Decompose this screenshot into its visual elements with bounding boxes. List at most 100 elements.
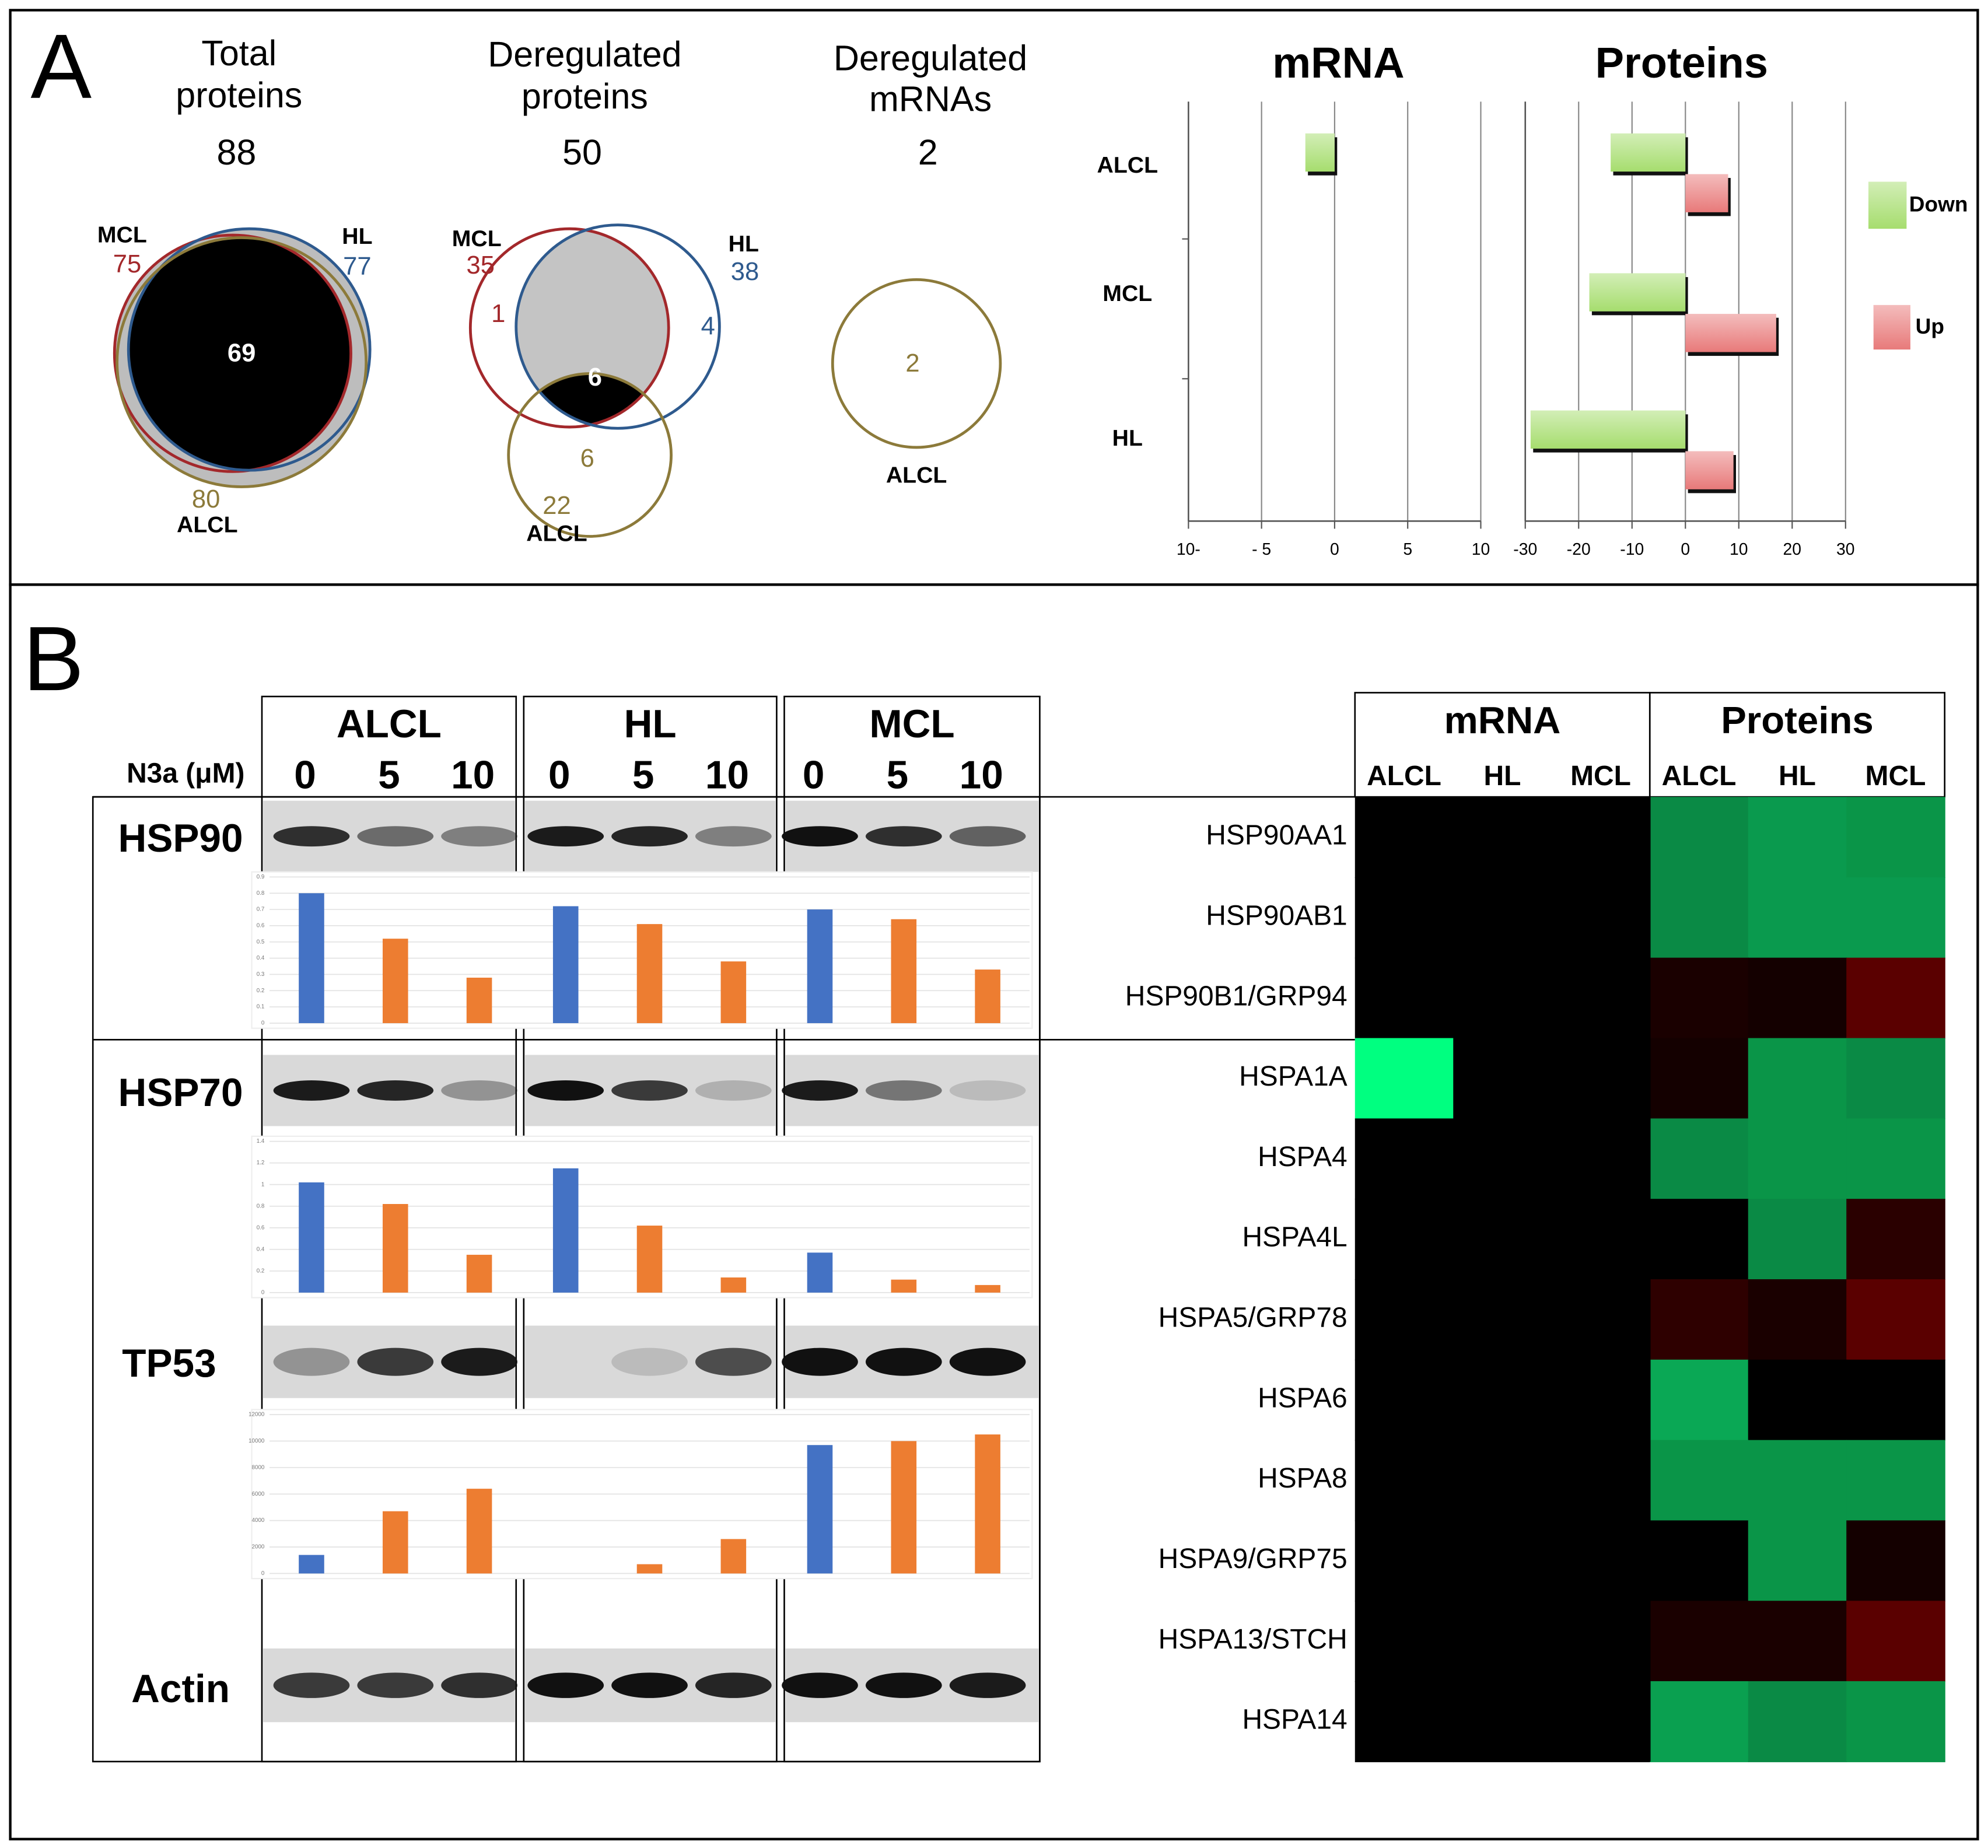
x-tick-label: 20	[1783, 540, 1802, 559]
heatmap-cell	[1551, 957, 1651, 1039]
heatmap-cell	[1846, 877, 1945, 958]
bar-sheen	[1685, 451, 1734, 489]
venn-title: Deregulated	[488, 34, 681, 74]
venn-circle	[127, 227, 372, 472]
heatmap-cell	[1551, 1440, 1651, 1521]
y-tick-label: 0.6	[257, 1224, 265, 1231]
heatmap-row-label: HSPA14	[1242, 1704, 1347, 1735]
blot-band	[441, 1672, 517, 1698]
category-label: HL	[1112, 426, 1143, 451]
y-tick-label: 6000	[252, 1491, 265, 1497]
heatmap-column-label: ALCL	[1367, 761, 1441, 792]
blot-band	[865, 1672, 942, 1698]
heatmap-cell	[1846, 1038, 1945, 1119]
protein-label: Actin	[131, 1667, 230, 1711]
heatmap-cell	[1354, 1038, 1454, 1119]
heatmap-cell	[1846, 1681, 1945, 1762]
heatmap-cell	[1748, 877, 1847, 958]
quant-bar	[466, 977, 492, 1023]
venn-region-count: 2	[905, 349, 919, 377]
heatmap-cell	[1354, 1199, 1454, 1280]
blot-band	[865, 826, 942, 847]
y-tick-label: 0.5	[257, 939, 265, 945]
protein-label: HSP90	[118, 817, 243, 860]
heatmap-cell	[1748, 1520, 1847, 1602]
quant-bar	[636, 1564, 663, 1574]
dose-value: 5	[887, 753, 909, 797]
heatmap-cell	[1846, 1601, 1945, 1682]
venn-title: mRNAs	[869, 79, 992, 118]
heatmap-cell	[1748, 957, 1847, 1039]
heatmap-cell	[1453, 797, 1552, 878]
y-tick-label: 0.4	[257, 1246, 265, 1252]
x-tick-label: 30	[1836, 540, 1855, 559]
heatmap-cell	[1551, 1359, 1651, 1441]
quant-bar	[891, 1279, 917, 1293]
dose-value: 5	[378, 753, 400, 797]
heatmap-row-label: HSPA1A	[1239, 1061, 1348, 1092]
blot-band	[273, 1080, 350, 1101]
heatmap-row-label: HSPA9/GRP75	[1158, 1544, 1348, 1574]
heatmap-cell	[1354, 797, 1454, 878]
venn-set-name: HL	[729, 232, 759, 257]
heatmap-column-label: HL	[1779, 761, 1816, 792]
quant-bar	[382, 1511, 408, 1574]
venn-region-count: 6	[588, 363, 602, 391]
heatmap-section-title: mRNA	[1444, 699, 1561, 741]
heatmap-cell	[1748, 1440, 1847, 1521]
quant-bar	[975, 1434, 1000, 1574]
blot-band	[695, 1080, 772, 1101]
panel-label: A	[30, 16, 92, 118]
protein-label: HSP70	[118, 1071, 243, 1115]
blot-band	[441, 826, 517, 847]
dose-value: 0	[803, 753, 825, 797]
venn-region-count: 69	[228, 339, 256, 367]
y-tick-label: 0.8	[257, 890, 265, 897]
y-tick-label: 1.4	[257, 1138, 265, 1144]
quant-bar	[975, 970, 1000, 1023]
venn-circle	[514, 223, 721, 430]
heatmap-column-label: HL	[1484, 761, 1521, 792]
venn-total: 50	[562, 132, 602, 172]
category-label: MCL	[1102, 281, 1152, 306]
x-tick-label: -30	[1513, 540, 1537, 559]
heatmap-cell	[1551, 1520, 1651, 1602]
venn-title: proteins	[176, 75, 302, 115]
blot-band	[695, 1672, 772, 1698]
quant-bar	[720, 961, 747, 1023]
y-tick-label: 12000	[249, 1412, 265, 1418]
quant-bar	[552, 906, 579, 1023]
heatmap-cell	[1453, 1681, 1552, 1762]
venn-set-name: ALCL	[177, 512, 238, 537]
panel-b-frame	[9, 583, 1979, 1840]
venn-set-count: 22	[542, 492, 570, 520]
heatmap-cell	[1354, 1520, 1454, 1602]
quant-bar	[891, 1441, 917, 1574]
bar-sheen	[1589, 273, 1686, 312]
y-tick-label: 0.3	[257, 971, 265, 978]
venn-core	[128, 237, 351, 471]
heatmap-cell	[1748, 1279, 1847, 1360]
y-tick-label: 0.8	[257, 1203, 265, 1209]
heatmap-cell	[1551, 1601, 1651, 1682]
heatmap-cell	[1846, 1359, 1945, 1441]
x-tick-label: - 5	[1252, 540, 1271, 559]
blot-band	[611, 1672, 688, 1698]
heatmap-cell	[1354, 1359, 1454, 1441]
dose-value: 5	[632, 753, 654, 797]
venn-set-name: HL	[342, 224, 372, 249]
blot-band	[611, 1080, 688, 1101]
quant-bar	[382, 1203, 408, 1293]
y-tick-label: 2000	[252, 1544, 265, 1550]
quant-bar	[382, 939, 408, 1023]
venn-overlap	[128, 237, 351, 471]
legend-label: Down	[1909, 192, 1968, 216]
x-tick-label: 10	[1730, 540, 1748, 559]
y-tick-label: 0	[261, 1570, 265, 1577]
blot-band	[865, 1080, 942, 1101]
x-tick-label: 5	[1403, 540, 1412, 559]
heatmap-cell	[1453, 1118, 1552, 1200]
blot-band	[357, 1672, 434, 1698]
y-tick-label: 0.2	[257, 988, 265, 994]
